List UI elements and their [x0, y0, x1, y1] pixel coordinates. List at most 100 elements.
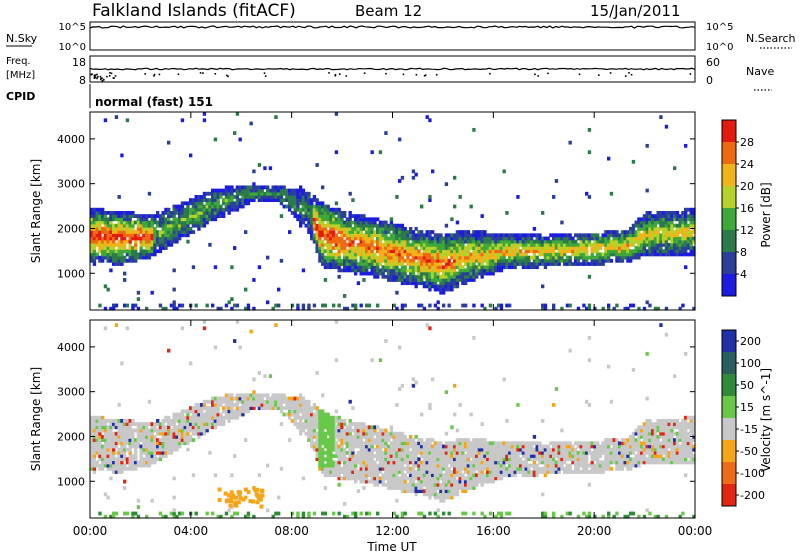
velocity-cell [395, 450, 399, 455]
power-cell [601, 236, 605, 241]
power-cell [227, 211, 231, 215]
power-cell [626, 258, 630, 263]
velocity-cell [436, 495, 440, 500]
power-cell [472, 303, 476, 308]
velocity-cell [101, 419, 105, 423]
power-cell [202, 112, 207, 116]
velocity-cell [403, 476, 407, 481]
freq-dot [363, 72, 366, 74]
power-cell [213, 137, 218, 142]
freq-dot [609, 72, 612, 74]
power-cell [395, 233, 399, 238]
velocity-cell [442, 492, 446, 497]
power-cell [101, 226, 105, 231]
power-cell [271, 195, 275, 199]
velocity-cell [431, 450, 435, 455]
power-cell [403, 252, 407, 257]
power-cell [351, 242, 355, 247]
power-cell [318, 258, 322, 263]
power-cell [469, 255, 473, 260]
velocity-cell [131, 460, 135, 465]
power-cell [95, 236, 99, 241]
power-cell [411, 255, 416, 260]
power-cell [527, 262, 531, 266]
velocity-cell [403, 466, 407, 471]
velocity-cell [266, 399, 270, 404]
power-cell [442, 246, 446, 250]
velocity-cell [337, 444, 341, 449]
velocity-cell [367, 466, 372, 471]
power-cell [645, 236, 649, 241]
velocity-cell [332, 431, 336, 436]
power-cell [337, 220, 341, 225]
velocity-cell [288, 403, 292, 407]
power-cell [274, 191, 278, 196]
velocity-cell [134, 460, 138, 465]
velocity-cell [299, 431, 303, 436]
velocity-cell [301, 422, 306, 426]
power-cell [186, 239, 190, 244]
power-cell [98, 255, 102, 260]
power-cell [477, 246, 482, 250]
velocity-cell [241, 399, 245, 404]
power-cell [675, 214, 680, 218]
velocity-cell [123, 466, 127, 471]
power-cell [387, 268, 391, 273]
power-cell [227, 185, 231, 190]
velocity-cell [156, 422, 160, 426]
velocity-cell [348, 431, 352, 436]
velocity-cell [128, 438, 132, 442]
velocity-cell [109, 425, 113, 430]
velocity-cell [381, 473, 385, 478]
power-cell [574, 246, 578, 250]
freq-dot [338, 73, 341, 75]
power-cell [136, 223, 141, 228]
power-cell [400, 258, 405, 263]
power-cell [293, 204, 297, 209]
power-cell [425, 249, 429, 254]
velocity-cell [101, 454, 105, 458]
power-cell [519, 242, 523, 247]
velocity-cell [219, 399, 223, 404]
power-cell [211, 204, 215, 209]
velocity-cell [147, 460, 152, 465]
power-cell [384, 226, 388, 231]
power-cell [128, 226, 132, 231]
velocity-cell [288, 409, 292, 414]
power-cell [238, 137, 242, 142]
velocity-cell [370, 428, 374, 433]
velocity-cell [158, 511, 163, 516]
velocity-cell [337, 466, 341, 471]
power-cell [189, 214, 193, 218]
power-cell [442, 271, 446, 276]
velocity-cell [450, 425, 454, 430]
velocity-cell [329, 454, 333, 458]
velocity-cell [279, 466, 284, 471]
velocity-cell [428, 447, 432, 452]
velocity-cell [323, 412, 328, 417]
power-cell [466, 255, 471, 260]
power-cell [667, 242, 671, 247]
power-cell [367, 236, 372, 241]
power-cell [101, 230, 105, 234]
power-cell [549, 239, 553, 244]
power-cell [348, 268, 352, 273]
power-cell [596, 255, 600, 260]
power-cell [348, 226, 352, 231]
velocity-cell [150, 438, 154, 442]
velocity-cell [186, 409, 190, 414]
velocity-cell [136, 460, 141, 465]
power-cell [326, 239, 330, 244]
velocity-cell [101, 466, 105, 471]
power-cell [301, 198, 306, 203]
velocity-cell [340, 422, 344, 426]
velocity-cell [425, 438, 429, 442]
power-cell [106, 249, 110, 254]
power-cell [662, 252, 666, 257]
velocity-cell [194, 511, 198, 516]
power-cell [183, 214, 187, 218]
velocity-cell [103, 444, 108, 449]
velocity-cell [458, 454, 462, 458]
velocity-cell [103, 428, 108, 433]
velocity-cell [329, 419, 333, 423]
